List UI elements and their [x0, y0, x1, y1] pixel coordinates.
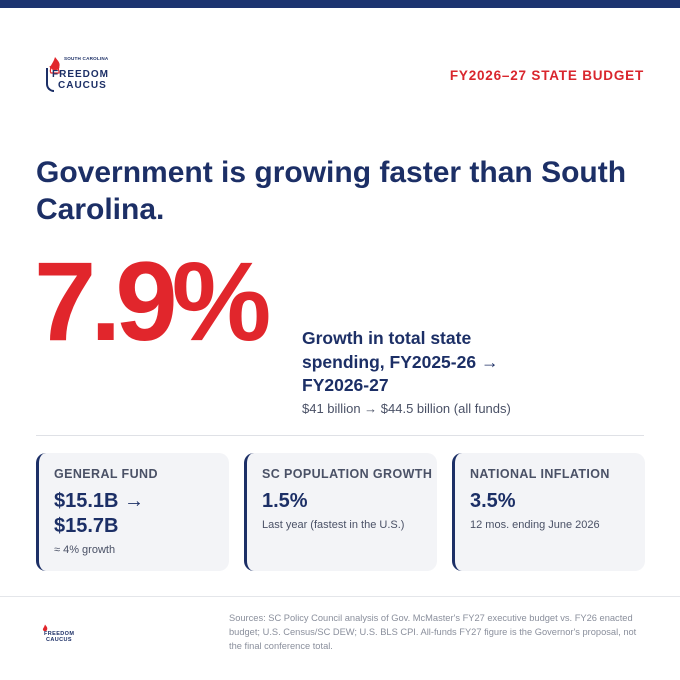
card-title: SC POPULATION GROWTH: [262, 467, 433, 481]
card-value: 3.5%: [470, 490, 516, 512]
footer-logo-caucus-text: CAUCUS: [46, 637, 72, 643]
divider: [36, 435, 644, 436]
footer-logo: FREEDOM CAUCUS: [40, 624, 80, 646]
card-note: ≈ 4% growth: [54, 544, 116, 556]
footer-logo-freedom-text: FREEDOM: [44, 631, 75, 637]
spending-growth-percent: 7.9%: [34, 239, 271, 364]
budget-year-label: FY2026–27 STATE BUDGET: [449, 68, 644, 83]
card-title: NATIONAL INFLATION: [470, 467, 610, 481]
national-inflation-card: NATIONAL INFLATION 3.5% 12 mos. ending J…: [452, 453, 645, 571]
card-note: 12 mos. ending June 2026: [470, 519, 600, 531]
spending-growth-detail: $41 billion → $44.5 billion (all funds): [302, 401, 511, 416]
spending-growth-description: Growth in total state spending, FY2025-2…: [302, 328, 499, 395]
logo-freedom-text: FREEDOM: [52, 69, 109, 80]
card-value: 1.5%: [262, 490, 308, 512]
headline: Government is growing faster than South …: [36, 156, 627, 226]
card-value: $15.1B → $15.7B: [54, 490, 145, 537]
card-title: GENERAL FUND: [54, 467, 158, 481]
logo-caucus-text: CAUCUS: [58, 80, 107, 91]
freedom-caucus-logo: SOUTH CAROLINA FREEDOM CAUCUS: [44, 56, 110, 94]
card-note: Last year (fastest in the U.S.): [262, 519, 405, 531]
general-fund-card: GENERAL FUND $15.1B → $15.7B ≈ 4% growth: [36, 453, 229, 571]
torch-flame-icon: [42, 624, 48, 632]
logo-state-text: SOUTH CAROLINA: [64, 56, 109, 61]
population-growth-card: SC POPULATION GROWTH 1.5% Last year (fas…: [244, 453, 437, 571]
top-accent-bar: [0, 0, 680, 8]
sources-note: Sources: SC Policy Council analysis of G…: [229, 613, 637, 652]
torch-handle-icon: [46, 68, 54, 92]
footer-divider: [0, 596, 680, 597]
